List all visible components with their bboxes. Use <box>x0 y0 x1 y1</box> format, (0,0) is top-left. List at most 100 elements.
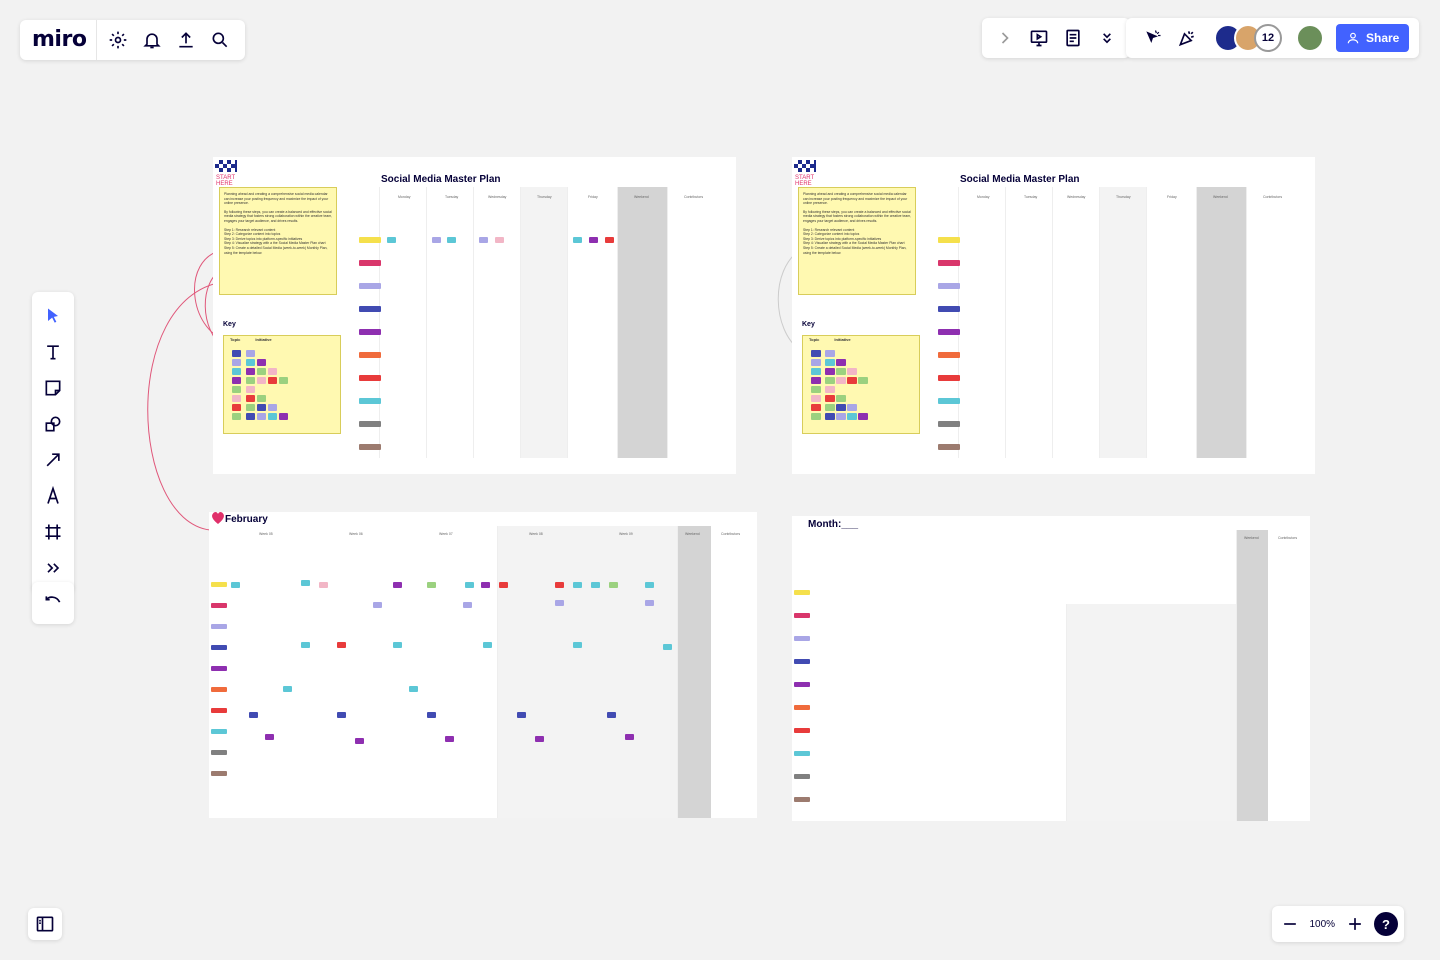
topic-tag[interactable] <box>794 636 810 641</box>
instructions-note[interactable]: Planning ahead and creating a comprehens… <box>798 187 916 295</box>
topic-tag[interactable] <box>359 375 381 381</box>
zoom-out-button[interactable] <box>1278 907 1302 941</box>
month-template-frame[interactable]: Month:___ Weekend Contributors <box>792 516 1310 821</box>
initiative-chip[interactable] <box>445 736 454 742</box>
shapes-icon[interactable] <box>36 407 70 441</box>
initiative-chip[interactable] <box>517 712 526 718</box>
initiative-chip[interactable] <box>283 686 292 692</box>
initiative-chip[interactable] <box>663 644 672 650</box>
zoom-level[interactable]: 100% <box>1309 918 1336 930</box>
topic-tag[interactable] <box>938 444 960 450</box>
initiative-chip[interactable] <box>231 582 240 588</box>
topic-tag[interactable] <box>359 260 381 266</box>
topic-tag[interactable] <box>359 352 381 358</box>
sticky-note-icon[interactable] <box>36 371 70 405</box>
chevrons-down-icon[interactable] <box>1090 21 1124 55</box>
initiative-chip[interactable] <box>573 237 582 243</box>
initiative-chip[interactable] <box>427 712 436 718</box>
topic-tag[interactable] <box>794 705 810 710</box>
frame-icon[interactable] <box>36 515 70 549</box>
initiative-chip[interactable] <box>393 582 402 588</box>
initiative-chip[interactable] <box>301 580 310 586</box>
initiative-chip[interactable] <box>555 582 564 588</box>
notes-icon[interactable] <box>1056 21 1090 55</box>
initiative-chip[interactable] <box>479 237 488 243</box>
topic-tag[interactable] <box>359 444 381 450</box>
help-button[interactable]: ? <box>1373 912 1398 936</box>
initiative-chip[interactable] <box>463 602 472 608</box>
topic-tag[interactable] <box>211 582 227 587</box>
initiative-chip[interactable] <box>625 734 634 740</box>
share-button[interactable]: Share <box>1336 24 1410 52</box>
february-plan-frame[interactable]: February Week 05 Week 06 Week 07 Week 08… <box>209 512 757 818</box>
topic-tag[interactable] <box>211 729 227 734</box>
topic-tag[interactable] <box>938 352 960 358</box>
initiative-chip[interactable] <box>393 642 402 648</box>
initiative-chip[interactable] <box>319 582 328 588</box>
miro-logo[interactable]: miro <box>32 20 98 60</box>
initiative-chip[interactable] <box>609 582 618 588</box>
cursor-follow-icon[interactable] <box>1136 21 1170 55</box>
initiative-chip[interactable] <box>447 237 456 243</box>
initiative-chip[interactable] <box>373 602 382 608</box>
initiative-chip[interactable] <box>589 237 598 243</box>
topic-tag[interactable] <box>211 645 227 650</box>
initiative-chip[interactable] <box>495 237 504 243</box>
topic-tag[interactable] <box>794 659 810 664</box>
initiative-chip[interactable] <box>645 600 654 606</box>
topic-tag[interactable] <box>794 797 810 802</box>
text-icon[interactable] <box>36 335 70 369</box>
topic-tag[interactable] <box>794 613 810 618</box>
initiative-chip[interactable] <box>607 712 616 718</box>
topic-tag[interactable] <box>359 421 381 427</box>
initiative-chip[interactable] <box>337 712 346 718</box>
topic-tag[interactable] <box>938 283 960 289</box>
sidebar-toggle-button[interactable] <box>28 908 62 940</box>
arrow-icon[interactable] <box>36 443 70 477</box>
topic-tag[interactable] <box>794 590 810 595</box>
initiative-chip[interactable] <box>535 736 544 742</box>
initiative-chip[interactable] <box>645 582 654 588</box>
upload-icon[interactable] <box>169 23 203 57</box>
master-plan-template-frame[interactable]: START HERE Social Media Master Plan Plann… <box>792 157 1315 474</box>
initiative-chip[interactable] <box>591 582 600 588</box>
topic-tag[interactable] <box>794 751 810 756</box>
topic-tag[interactable] <box>938 375 960 381</box>
topic-tag[interactable] <box>938 421 960 427</box>
topic-tag[interactable] <box>359 237 381 243</box>
topic-tag[interactable] <box>794 728 810 733</box>
collaborator-avatars[interactable]: 12 <box>1214 24 1282 52</box>
more-tools-icon[interactable] <box>36 551 70 585</box>
pen-icon[interactable] <box>36 479 70 513</box>
topic-tag[interactable] <box>211 771 227 776</box>
topic-tag[interactable] <box>938 398 960 404</box>
present-icon[interactable] <box>1022 21 1056 55</box>
initiative-chip[interactable] <box>605 237 614 243</box>
topic-tag[interactable] <box>938 237 960 243</box>
topic-tag[interactable] <box>211 666 227 671</box>
initiative-chip[interactable] <box>465 582 474 588</box>
initiative-chip[interactable] <box>555 600 564 606</box>
topic-tag[interactable] <box>359 306 381 312</box>
topic-tag[interactable] <box>211 687 227 692</box>
celebrate-icon[interactable] <box>1170 21 1204 55</box>
topic-tag[interactable] <box>211 750 227 755</box>
topic-tag[interactable] <box>794 774 810 779</box>
topic-tag[interactable] <box>938 260 960 266</box>
initiative-chip[interactable] <box>481 582 490 588</box>
select-icon[interactable] <box>36 299 70 333</box>
initiative-chip[interactable] <box>483 642 492 648</box>
topic-tag[interactable] <box>359 329 381 335</box>
initiative-chip[interactable] <box>499 582 508 588</box>
initiative-chip[interactable] <box>249 712 258 718</box>
initiative-chip[interactable] <box>355 738 364 744</box>
master-plan-frame[interactable]: START HERE Social Media Master Plan Plann… <box>213 157 736 474</box>
instructions-note[interactable]: Planning ahead and creating a comprehens… <box>219 187 337 295</box>
chevron-right-icon[interactable] <box>988 21 1022 55</box>
topic-tag[interactable] <box>794 682 810 687</box>
initiative-chip[interactable] <box>427 582 436 588</box>
initiative-chip[interactable] <box>409 686 418 692</box>
key-note[interactable]: Topic Initiative <box>802 335 920 434</box>
initiative-chip[interactable] <box>573 582 582 588</box>
topic-tag[interactable] <box>359 398 381 404</box>
